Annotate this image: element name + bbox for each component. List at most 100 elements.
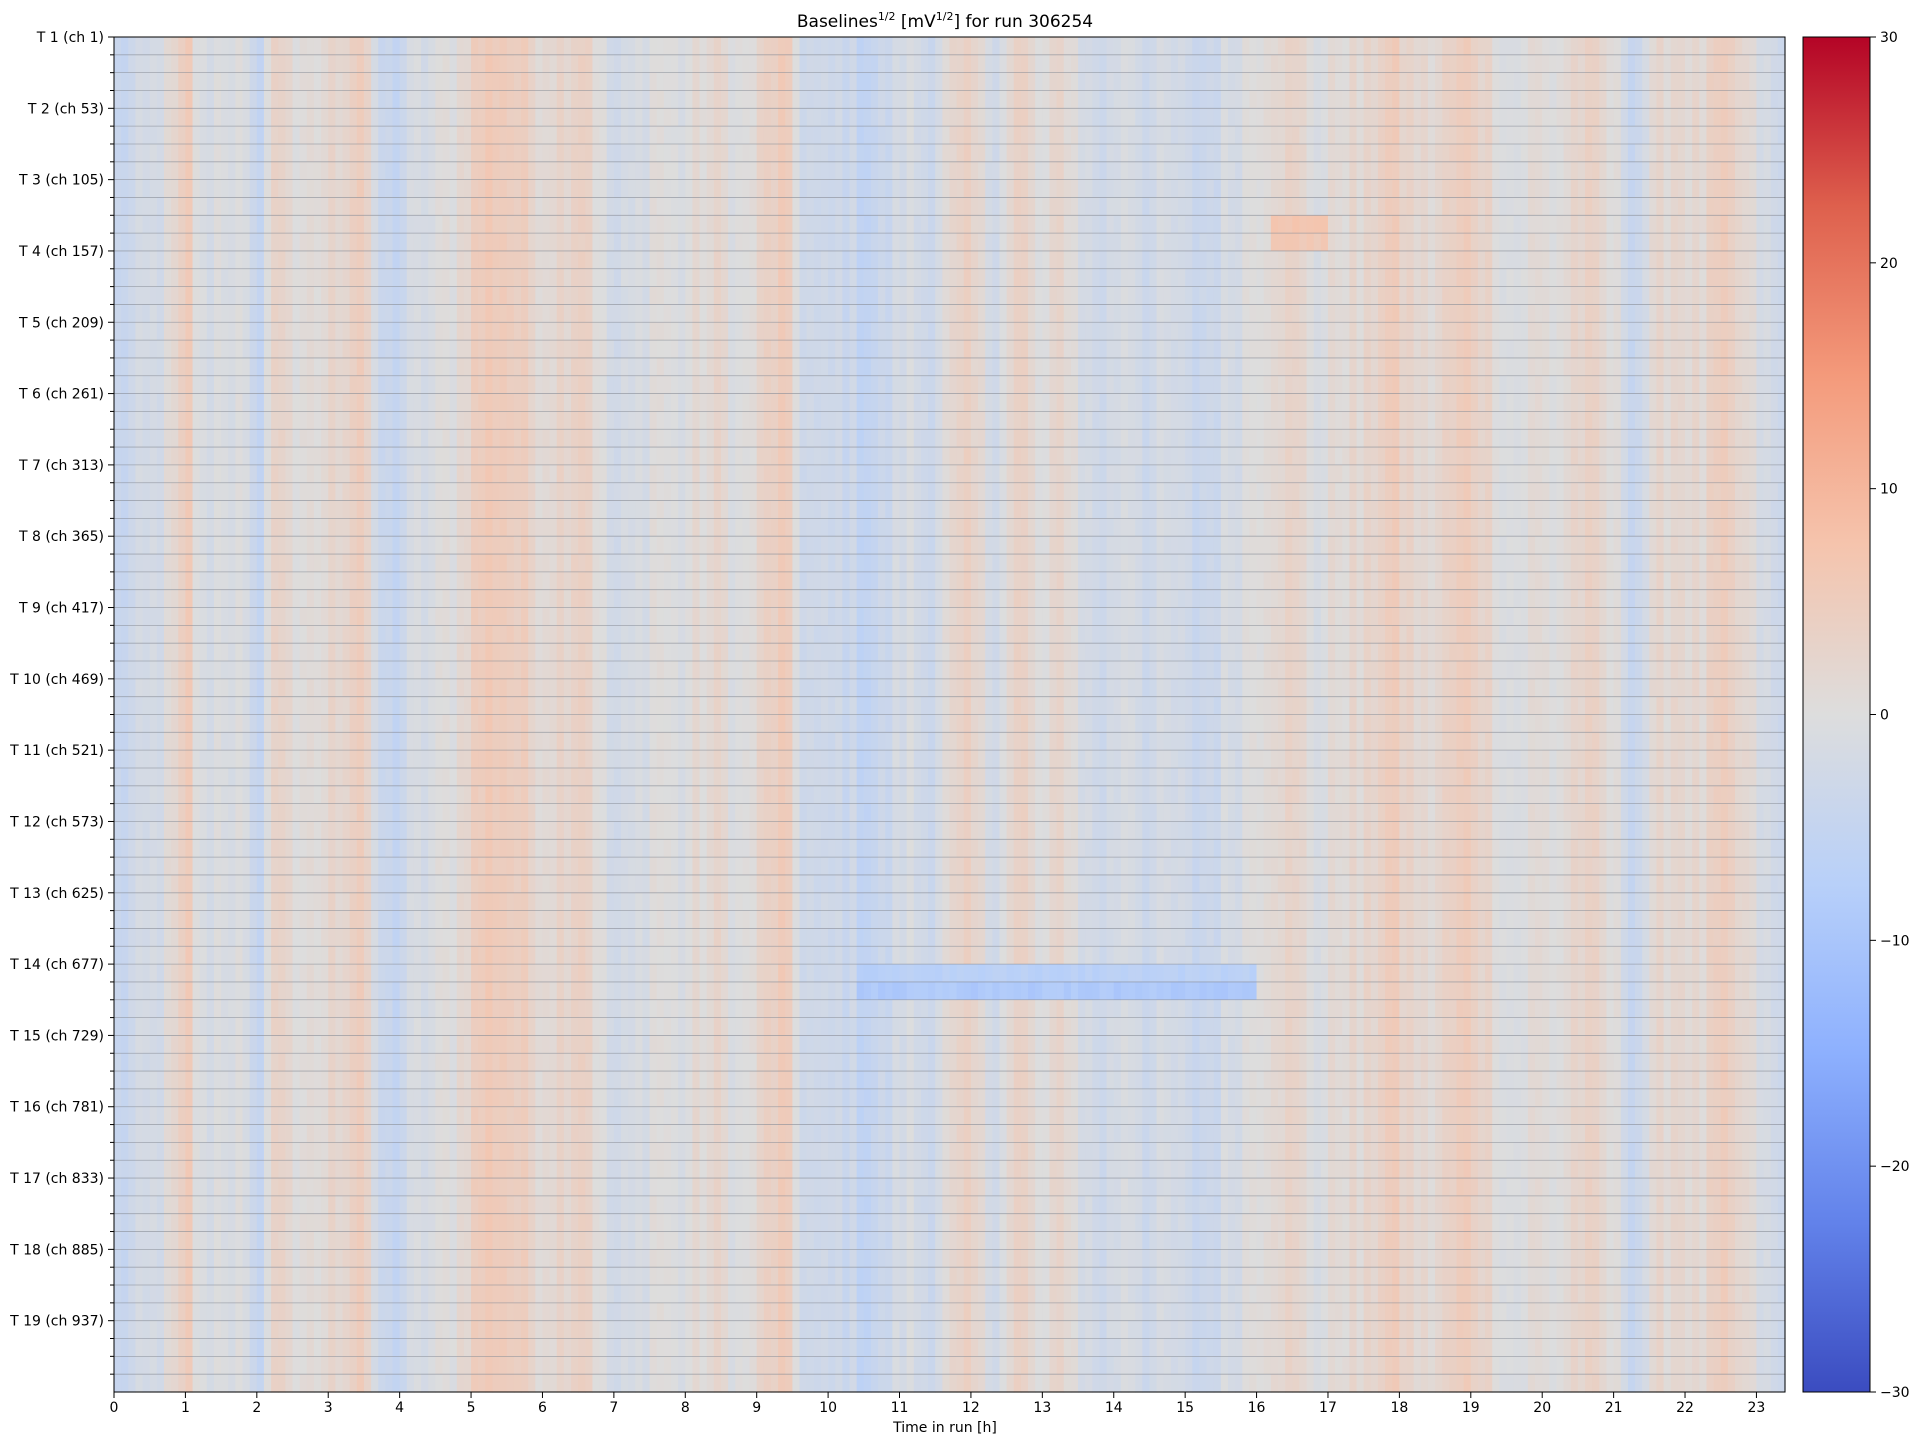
heatmap-cell [549, 1356, 558, 1375]
heatmap-cell [435, 1285, 444, 1304]
heatmap-cell [242, 250, 251, 270]
heatmap-cell [271, 625, 279, 644]
heatmap-cell [206, 197, 215, 216]
heatmap-cell [521, 1142, 529, 1161]
heatmap-cell [513, 72, 522, 92]
heatmap-cell [506, 696, 515, 716]
heatmap-cell [428, 607, 436, 626]
heatmap-cell [442, 892, 451, 912]
heatmap-cell [406, 1053, 415, 1072]
heatmap-cell [213, 1338, 222, 1357]
heatmap-cell [492, 179, 501, 199]
heatmap-cell [549, 357, 558, 377]
heatmap-cell [299, 821, 308, 840]
heatmap-cell [249, 37, 258, 56]
heatmap-cell [492, 714, 501, 733]
heatmap-cell [271, 233, 279, 252]
heatmap-cell [235, 732, 244, 751]
heatmap-cell [563, 286, 572, 306]
heatmap-cell [556, 589, 565, 609]
heatmap-cell [263, 1356, 272, 1375]
heatmap-cell [292, 72, 301, 92]
heatmap-cell [142, 1142, 151, 1161]
heatmap-cell [506, 500, 515, 519]
heatmap-cell [392, 197, 401, 216]
heatmap-cell [356, 72, 365, 92]
heatmap-cell [463, 1374, 472, 1393]
heatmap-cell [513, 767, 522, 787]
heatmap-cell [506, 393, 515, 413]
heatmap-cell [349, 1356, 358, 1375]
heatmap-cell [335, 1017, 344, 1037]
heatmap-cell [185, 714, 194, 733]
heatmap-cell [149, 72, 158, 92]
heatmap-cell [463, 625, 472, 644]
heatmap-cell [428, 1035, 436, 1054]
heatmap-cell [471, 1053, 479, 1072]
heatmap-cell [521, 1320, 529, 1340]
heatmap-cell [456, 946, 465, 965]
heatmap-cell [528, 268, 536, 288]
heatmap-cell [442, 1249, 451, 1268]
heatmap-cell [392, 1285, 401, 1304]
heatmap-cell [478, 304, 486, 323]
heatmap-cell [399, 554, 408, 573]
heatmap-cell [378, 393, 386, 413]
heatmap-cell [321, 714, 329, 733]
heatmap-cell [221, 696, 229, 716]
heatmap-cell [128, 1124, 137, 1143]
heatmap-cell [292, 1195, 301, 1215]
heatmap-cell [363, 643, 372, 662]
heatmap-cell [471, 571, 479, 591]
heatmap-cell [521, 447, 529, 466]
heatmap-cell [228, 928, 236, 947]
heatmap-cell [128, 1267, 137, 1286]
heatmap-cell [271, 1213, 279, 1233]
heatmap-cell [192, 233, 201, 252]
heatmap-cell [535, 215, 544, 234]
heatmap-cell [521, 108, 529, 127]
heatmap-cell [456, 714, 465, 733]
heatmap-cell [206, 910, 215, 930]
heatmap-cell [442, 999, 451, 1019]
heatmap-cell [563, 1142, 572, 1161]
heatmap-cell [199, 90, 208, 109]
heatmap-cell [285, 482, 294, 502]
heatmap-cell [235, 286, 244, 306]
heatmap-cell [471, 54, 479, 74]
heatmap-cell [549, 1178, 558, 1197]
heatmap-cell [121, 857, 129, 876]
heatmap-cell [571, 678, 579, 698]
heatmap-cell [449, 785, 458, 805]
heatmap-cell [335, 946, 344, 965]
heatmap-cell [306, 839, 315, 858]
heatmap-cell [528, 233, 536, 252]
heatmap-cell [349, 981, 358, 1001]
heatmap-cell [356, 411, 365, 430]
heatmap-cell [192, 1320, 201, 1340]
heatmap-cell [392, 1017, 401, 1037]
heatmap-cell [163, 1017, 172, 1037]
heatmap-cell [406, 1267, 415, 1286]
heatmap-cell [413, 482, 422, 502]
heatmap-cell [556, 322, 565, 341]
heatmap-cell [385, 1302, 394, 1322]
heatmap-cell [285, 1106, 294, 1126]
heatmap-cell [242, 1356, 251, 1375]
heatmap-cell [499, 357, 508, 377]
heatmap-cell [513, 1356, 522, 1375]
heatmap-cell [463, 1035, 472, 1054]
heatmap-cell [178, 1338, 187, 1357]
heatmap-cell [171, 464, 179, 484]
heatmap-cell [199, 286, 208, 306]
heatmap-cell [399, 1071, 408, 1090]
heatmap-cell [228, 554, 236, 573]
heatmap-cell [242, 90, 251, 109]
heatmap-cell [199, 571, 208, 591]
heatmap-cell [271, 304, 279, 323]
heatmap-cell [128, 340, 137, 359]
heatmap-cell [371, 72, 379, 92]
heatmap-cell [399, 1267, 408, 1286]
heatmap-cell [406, 1249, 415, 1268]
heatmap-cell [456, 304, 465, 323]
